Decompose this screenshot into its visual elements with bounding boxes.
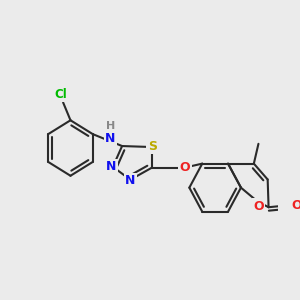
Text: O: O bbox=[179, 161, 190, 174]
Text: O: O bbox=[291, 199, 300, 212]
Text: S: S bbox=[148, 140, 157, 152]
Text: H: H bbox=[106, 121, 115, 131]
Text: Cl: Cl bbox=[54, 88, 67, 101]
Text: N: N bbox=[106, 160, 116, 173]
Text: O: O bbox=[253, 200, 264, 213]
Text: N: N bbox=[105, 132, 116, 145]
Text: N: N bbox=[125, 174, 136, 187]
